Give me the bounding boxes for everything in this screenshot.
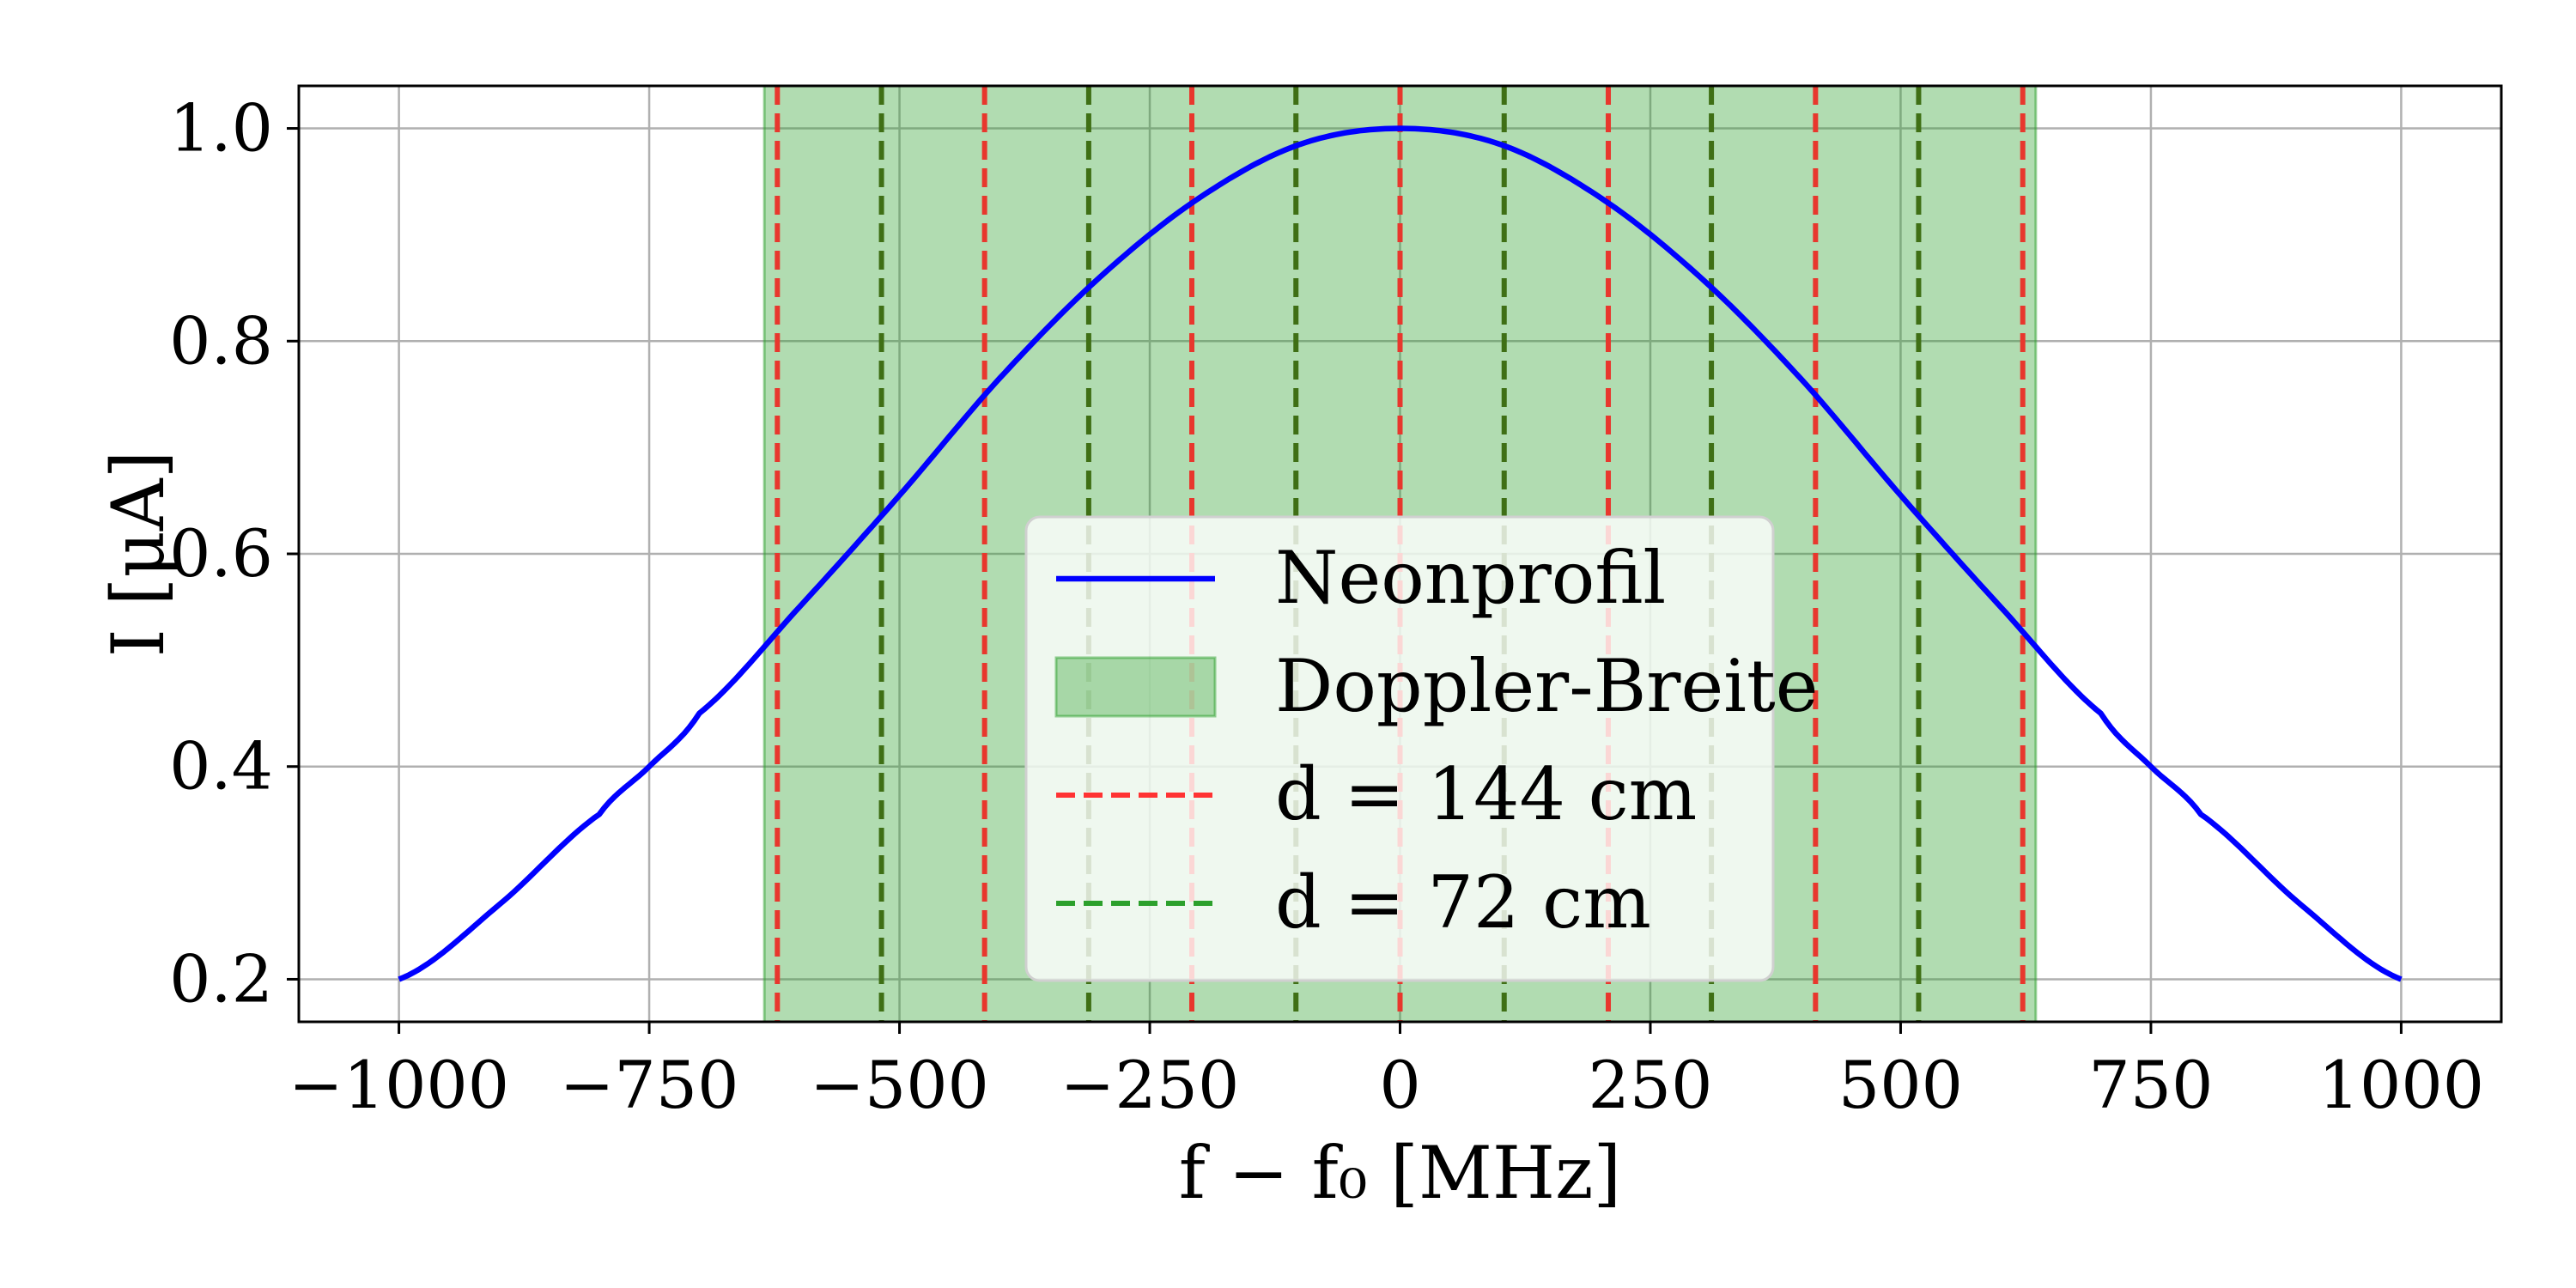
y-tick-label: 0.8 [169,302,273,379]
legend-label-d-72: d = 72 cm [1275,860,1651,945]
legend-box [1024,515,1775,982]
y-axis-ticks: 0.2 0.4 0.6 0.8 1.0 [169,90,299,1017]
x-tick-label: −750 [560,1047,739,1123]
series-line-neonprofil [398,125,2403,982]
legend-label-doppler-breite: Doppler-Breite [1275,644,1819,728]
x-axis-label: f − f₀ [MHz] [1179,1131,1621,1215]
x-tick-label: 500 [1838,1047,1963,1123]
x-tick-label: 250 [1588,1047,1712,1123]
y-tick-label: 0.2 [169,940,273,1017]
x-tick-label: −250 [1060,1047,1240,1123]
x-tick-label: 750 [2088,1047,2213,1123]
y-tick-label: 1.0 [169,90,273,167]
curve-layer [398,125,2403,982]
x-tick-label: −500 [810,1047,989,1123]
x-tick-label: −1000 [289,1047,509,1123]
x-tick-label: 0 [1379,1047,1420,1123]
legend-label-neonprofil: Neonprofil [1275,536,1666,620]
legend-label-d-144: d = 144 cm [1275,752,1697,836]
legend: Neonprofil Doppler-Breite d = 144 cm d =… [1024,515,1819,982]
y-axis-label: I [μA] [96,451,180,658]
legend-swatch-doppler-breite [1054,656,1217,718]
y-tick-label: 0.6 [169,515,273,592]
x-tick-label: 1000 [2318,1047,2484,1123]
x-axis-ticks: −1000 −750 −500 −250 0 250 500 750 1000 [289,1022,2484,1123]
y-tick-label: 0.4 [169,728,273,805]
